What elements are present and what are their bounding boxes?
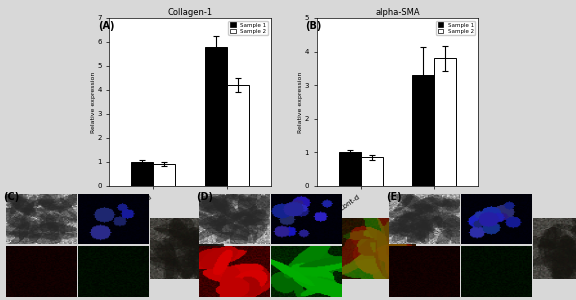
Legend: Sample 1, Sample 2: Sample 1, Sample 2: [436, 21, 475, 35]
Title: alpha-SMA: alpha-SMA: [375, 8, 420, 17]
Bar: [153, 164, 176, 186]
Text: (C): (C): [3, 192, 19, 202]
Bar: [131, 162, 153, 186]
Bar: [204, 47, 227, 186]
Y-axis label: Relative expression: Relative expression: [91, 71, 96, 133]
Bar: [361, 158, 383, 186]
Text: (D): (D): [196, 192, 213, 202]
Bar: [339, 152, 361, 186]
Text: (B): (B): [305, 21, 321, 31]
Title: Collagen-1: Collagen-1: [168, 8, 213, 17]
Bar: [412, 75, 434, 186]
Bar: [434, 58, 456, 186]
Text: (E): (E): [386, 192, 401, 202]
Y-axis label: Relative expression: Relative expression: [298, 71, 304, 133]
Bar: [227, 85, 249, 186]
Legend: Sample 1, Sample 2: Sample 1, Sample 2: [229, 21, 268, 35]
Text: (A): (A): [98, 21, 115, 31]
